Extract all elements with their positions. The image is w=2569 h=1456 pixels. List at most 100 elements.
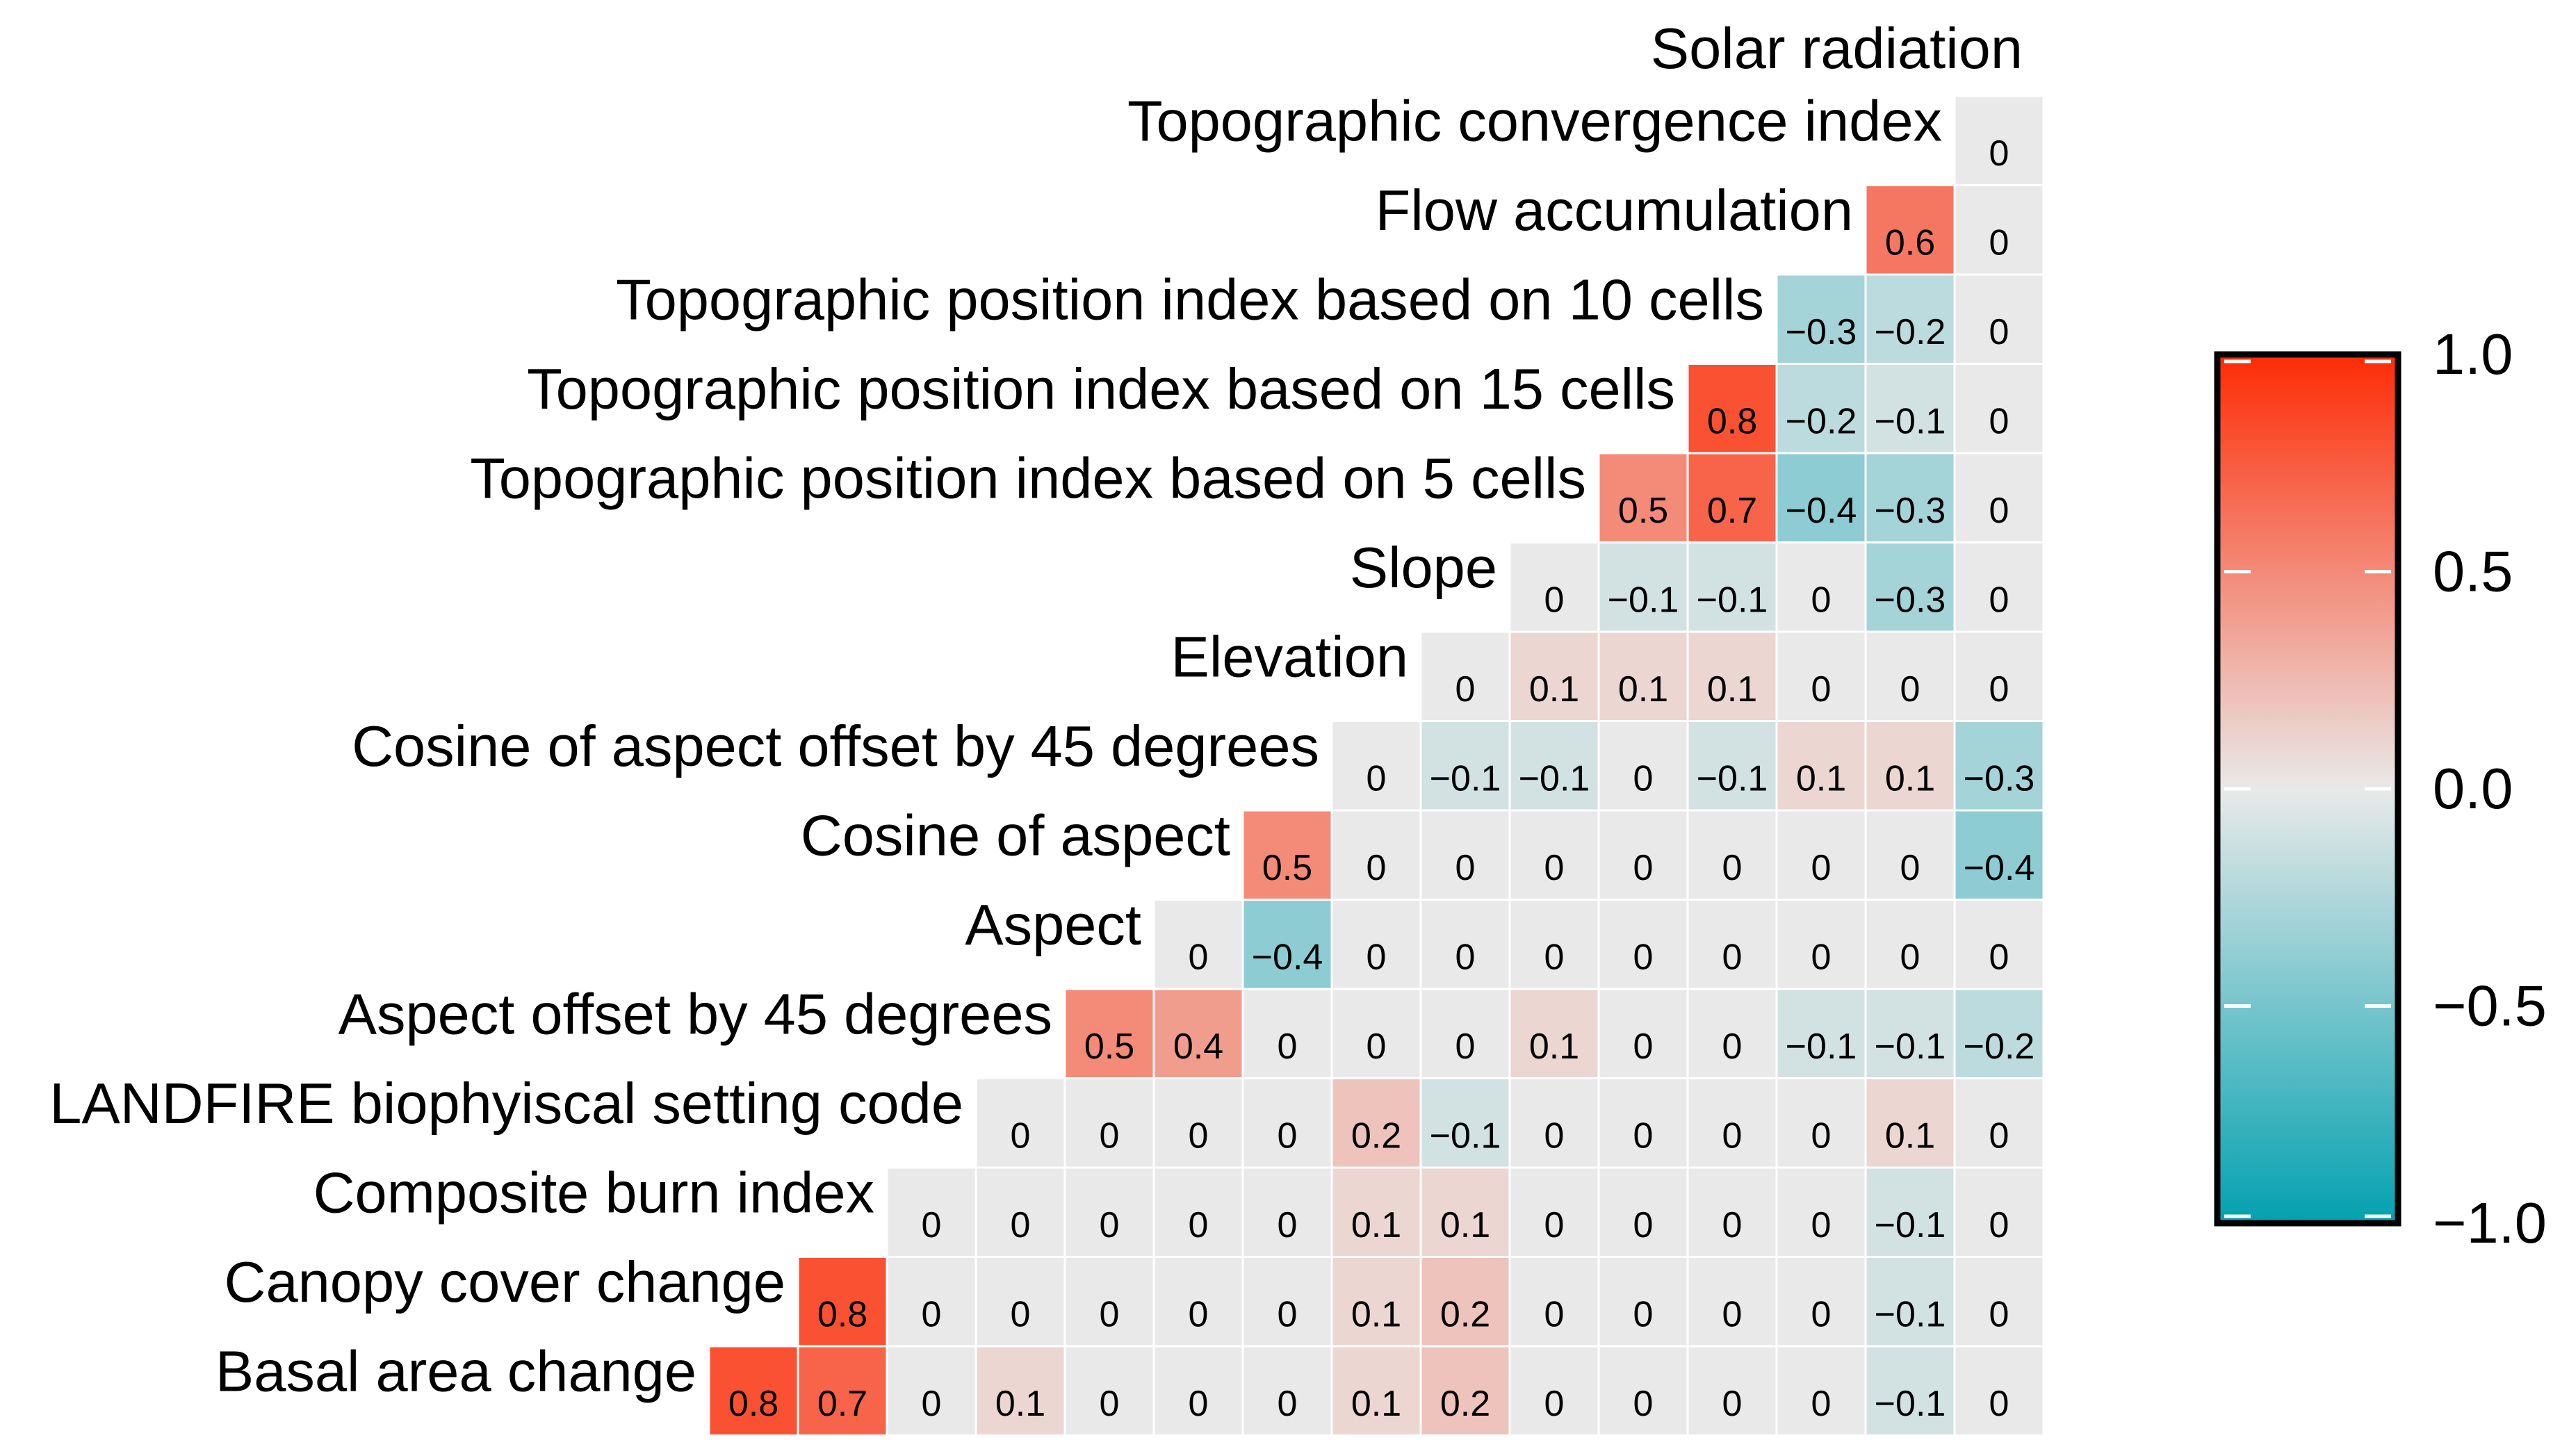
cell-value: 0 <box>1633 938 1654 978</box>
heatmap-cell <box>1688 1258 1776 1345</box>
cell-value: 0 <box>1989 1384 2009 1424</box>
cell-value: −0.1 <box>1430 1116 1501 1156</box>
cell-value: −0.1 <box>1875 1205 1946 1245</box>
heatmap-cell <box>1688 1347 1776 1434</box>
cell-value: 0 <box>1722 1205 1743 1245</box>
heatmap-cell <box>1332 811 1420 899</box>
colorbar-tick-label: 0.0 <box>2433 756 2513 821</box>
cell-value: 0 <box>1189 1295 1209 1335</box>
heatmap-cell <box>1777 990 1865 1077</box>
heatmap-cell <box>977 1079 1064 1167</box>
cell-value: 0 <box>1011 1116 1031 1156</box>
heatmap-cell <box>1688 901 1776 988</box>
heatmap-cell <box>1599 1347 1687 1434</box>
cell-value: 0 <box>922 1384 942 1424</box>
cell-value: 0.5 <box>1262 848 1312 888</box>
heatmap-cell <box>1777 901 1865 988</box>
cell-value: 0.1 <box>1529 1026 1579 1067</box>
heatmap-cell <box>799 1258 886 1345</box>
heatmap-cell <box>1066 1168 1153 1256</box>
cell-value: 0 <box>1633 1384 1654 1424</box>
cell-value: 0 <box>1100 1116 1120 1156</box>
cell-value: 0.1 <box>1351 1384 1401 1424</box>
cell-value: −0.1 <box>1875 1026 1946 1067</box>
heatmap-cell <box>1777 811 1865 899</box>
cell-value: −0.3 <box>1964 759 2035 799</box>
cell-value: 0.5 <box>1618 491 1668 531</box>
cell-value: 0 <box>1455 1026 1476 1067</box>
heatmap-cell <box>1955 1079 2043 1167</box>
cell-value: 0 <box>1633 848 1654 888</box>
heatmap-cell <box>1155 1079 1242 1167</box>
heatmap-cell <box>1243 811 1331 899</box>
heatmap-cell <box>1510 811 1598 899</box>
cell-value: −0.4 <box>1964 848 2035 888</box>
cell-value: 0 <box>1189 1205 1209 1245</box>
cell-value: 0.2 <box>1440 1295 1490 1335</box>
heatmap-cell <box>1066 990 1153 1077</box>
heatmap-cell <box>1599 632 1687 720</box>
cell-value: −0.1 <box>1697 580 1768 621</box>
heatmap-cell <box>1332 722 1420 810</box>
heatmap-cell <box>710 1347 797 1434</box>
heatmap-cell <box>1688 1168 1776 1256</box>
heatmap-cell <box>1421 1168 1509 1256</box>
heatmap-cell <box>1955 1347 2043 1434</box>
cell-value: −0.1 <box>1875 1295 1946 1335</box>
cell-value: 0 <box>1455 848 1476 888</box>
heatmap-cell <box>1155 1258 1242 1345</box>
heatmap-cell <box>1777 1258 1865 1345</box>
heatmap-cell <box>1332 1079 1420 1167</box>
heatmap-cell <box>1866 543 1954 631</box>
heatmap-cell <box>1332 1258 1420 1345</box>
row-label: Cosine of aspect <box>801 803 1230 867</box>
cell-value: −0.1 <box>1608 580 1679 621</box>
row-label: Topographic position index based on 5 ce… <box>470 445 1586 510</box>
cell-value: 0 <box>1278 1205 1298 1245</box>
heatmap-cell <box>1866 186 1954 274</box>
heatmap-cell <box>1955 811 2043 899</box>
heatmap-cell <box>1777 722 1865 810</box>
cell-value: 0 <box>1900 848 1920 888</box>
cell-value: −0.2 <box>1875 312 1946 352</box>
cell-value: −0.1 <box>1430 759 1501 799</box>
cell-value: 0 <box>1189 1116 1209 1156</box>
cell-value: 0.1 <box>1707 669 1757 710</box>
cell-value: 0 <box>922 1205 942 1245</box>
cell-value: −0.1 <box>1519 759 1590 799</box>
heatmap-cell <box>1332 1168 1420 1256</box>
heatmap-cell <box>1955 901 2043 988</box>
heatmap-cell <box>1510 990 1598 1077</box>
cell-value: 0 <box>1811 669 1832 710</box>
cell-value: −0.1 <box>1875 1384 1946 1424</box>
heatmap-cell <box>1599 543 1687 631</box>
heatmap-cell <box>1332 1347 1420 1434</box>
heatmap-cell <box>1332 901 1420 988</box>
heatmap-cell <box>1866 901 1954 988</box>
heatmap-cell <box>977 1258 1064 1345</box>
heatmap-cell <box>1599 1168 1687 1256</box>
cell-value: 0 <box>1989 669 2009 710</box>
cell-value: 0.1 <box>1351 1205 1401 1245</box>
heatmap-cell <box>888 1168 975 1256</box>
heatmap-cell <box>1777 365 1865 452</box>
heatmap-cell <box>1955 454 2043 541</box>
heatmap-cell <box>1777 632 1865 720</box>
cell-value: 0 <box>1811 580 1832 621</box>
cell-value: 0 <box>1811 848 1832 888</box>
heatmap-cell <box>1066 1347 1153 1434</box>
heatmap-cell <box>1866 454 1954 541</box>
cell-value: 0.8 <box>728 1384 778 1424</box>
cell-value: 0 <box>1989 1205 2009 1245</box>
cell-value: 0.2 <box>1351 1116 1401 1156</box>
heatmap-cell <box>1866 990 1954 1077</box>
heatmap-cell <box>1955 1258 2043 1345</box>
cell-value: 0 <box>1989 402 2009 442</box>
row-label: Cosine of aspect offset by 45 degrees <box>352 714 1319 778</box>
heatmap-cell <box>1866 365 1954 452</box>
heatmap-cell <box>1421 901 1509 988</box>
cell-value: 0 <box>1367 938 1387 978</box>
cell-value: 0.6 <box>1885 223 1935 263</box>
heatmap-cell <box>1243 1168 1331 1256</box>
cell-value: 0 <box>1633 1026 1654 1067</box>
